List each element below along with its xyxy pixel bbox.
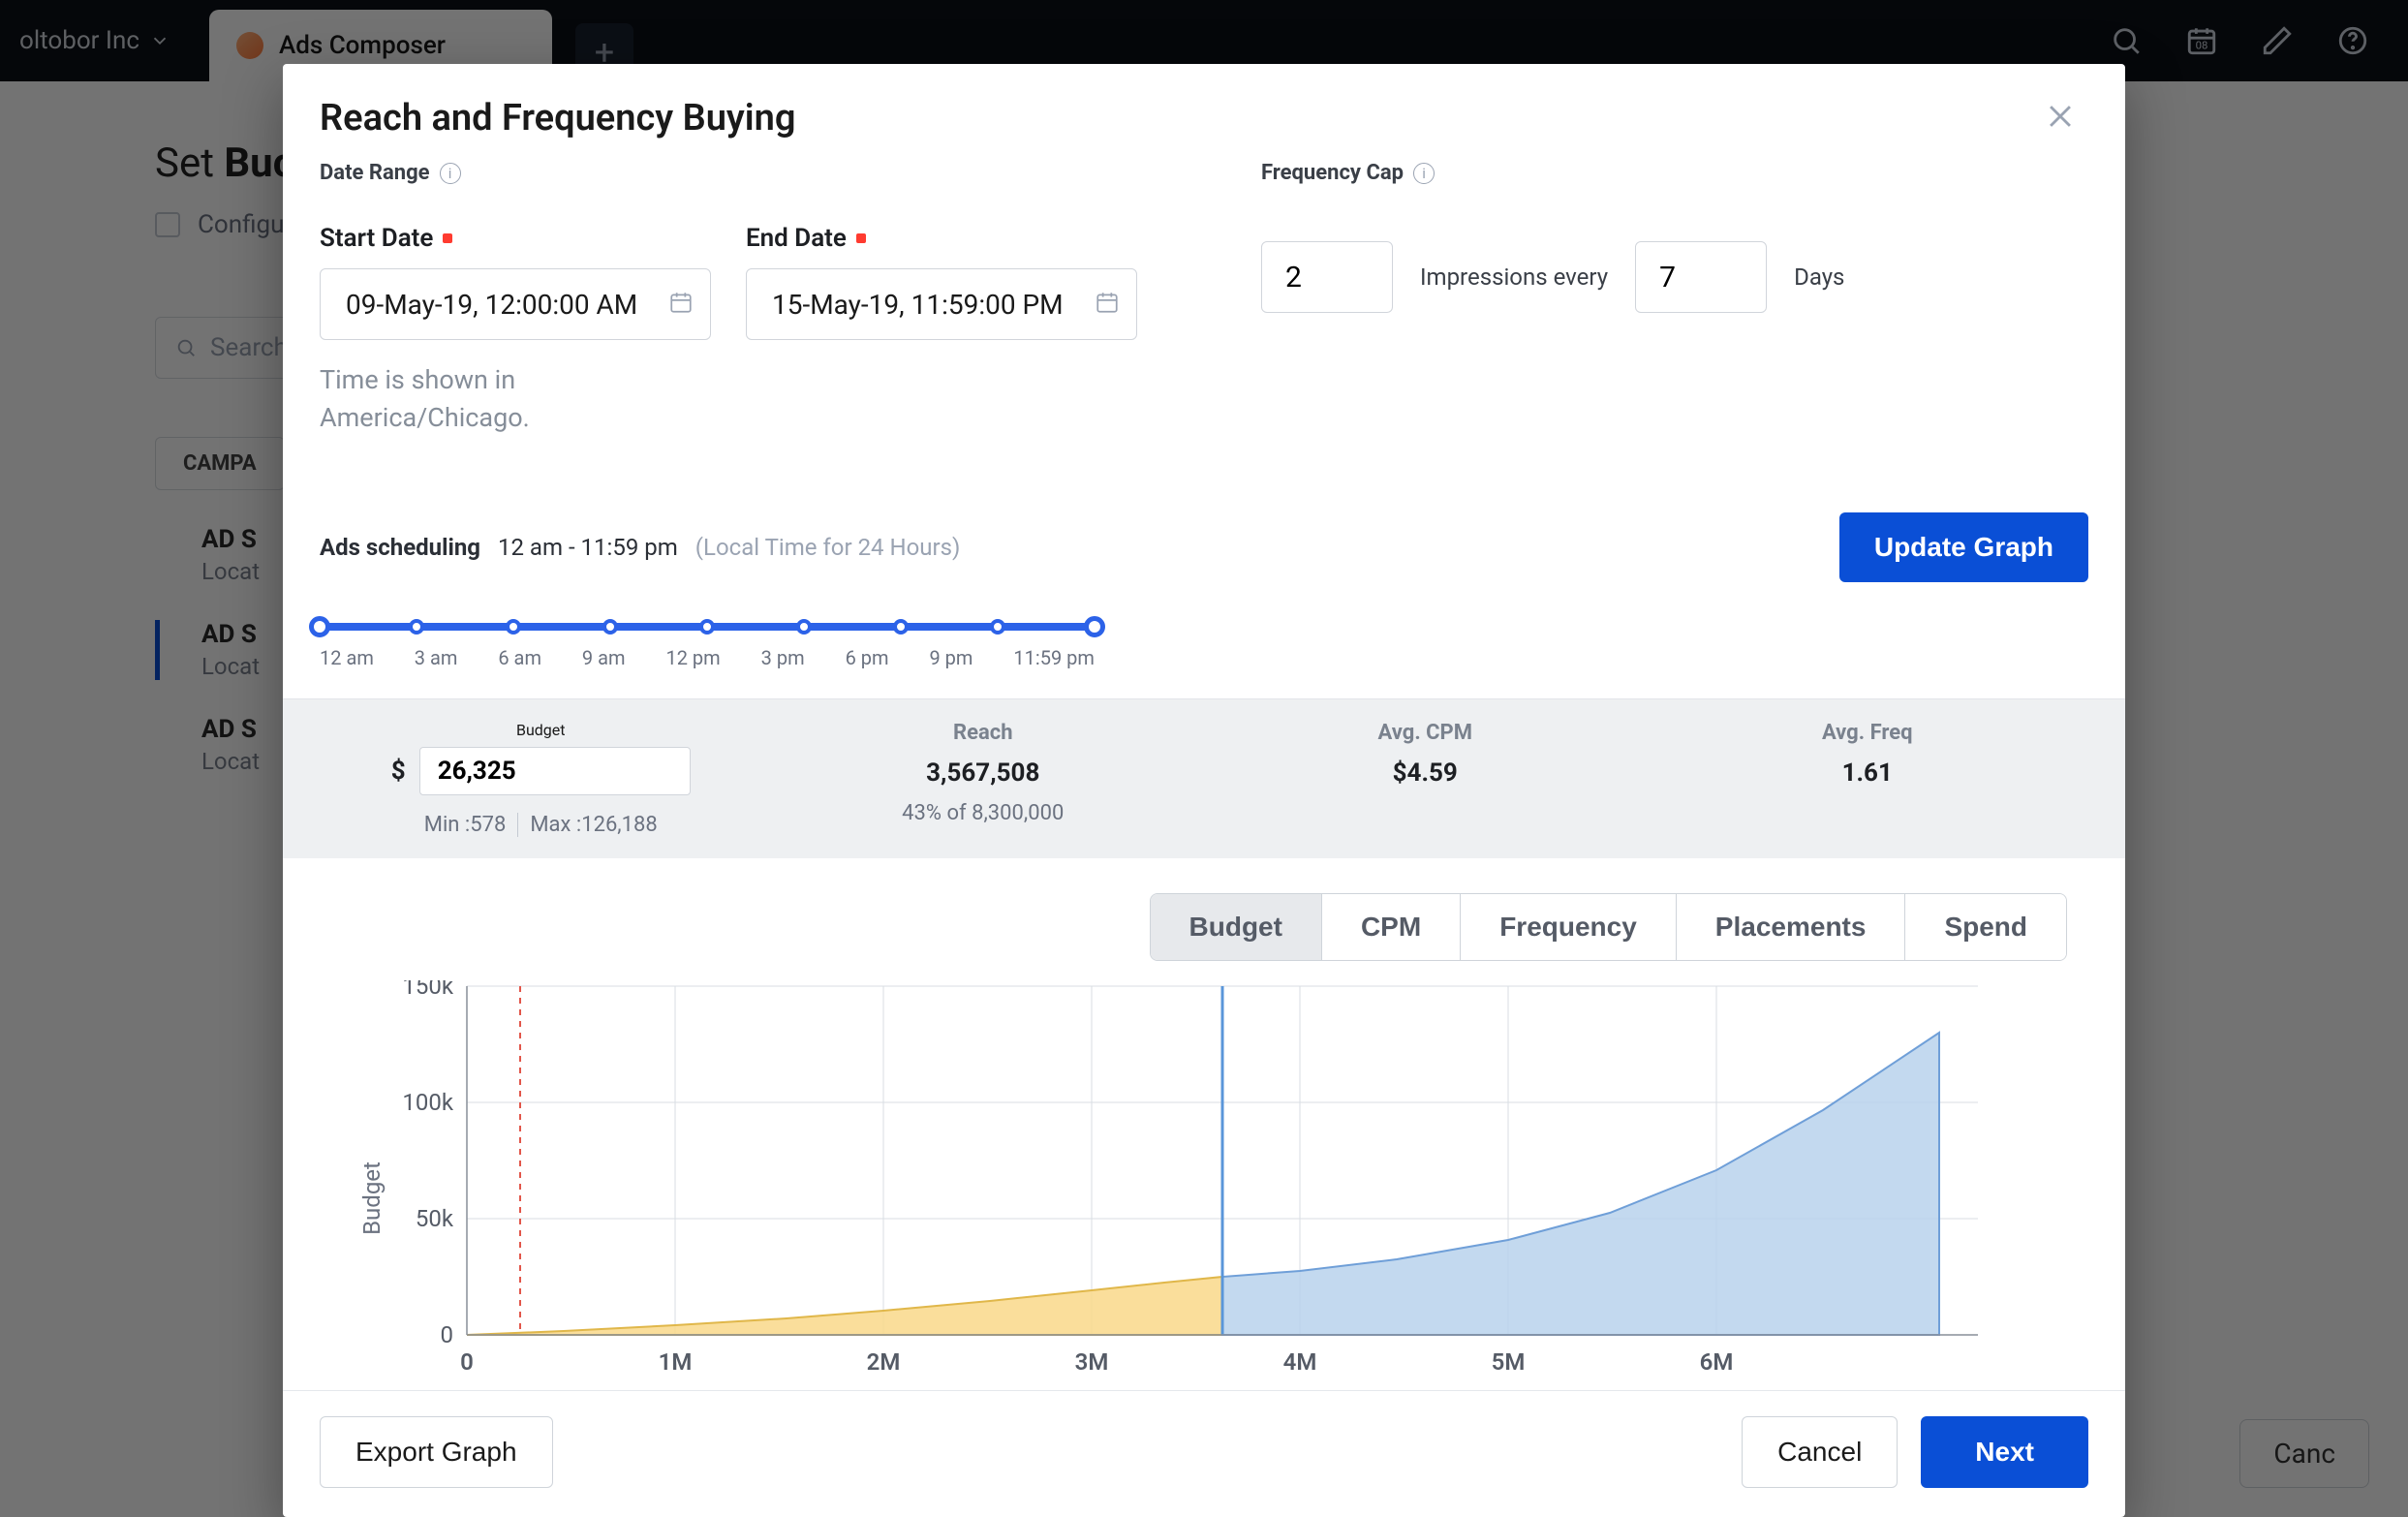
slider-tick-label: 9 pm	[929, 646, 972, 669]
export-graph-button[interactable]: Export Graph	[320, 1416, 553, 1488]
slider-tick-label: 3 am	[415, 646, 458, 669]
slider-handle[interactable]	[1084, 616, 1105, 637]
close-button[interactable]	[2044, 100, 2077, 137]
svg-text:6M: 6M	[1700, 1348, 1734, 1376]
next-button[interactable]: Next	[1921, 1416, 2088, 1488]
modal-footer: Export Graph Cancel Next	[283, 1390, 2125, 1517]
timezone-note: Time is shown in America/Chicago.	[320, 361, 668, 437]
chart-tab-cpm[interactable]: CPM	[1321, 894, 1460, 960]
budget-minmax: Min :578Max :126,188	[320, 813, 762, 837]
chart-tab-frequency[interactable]: Frequency	[1460, 894, 1676, 960]
stat-budget: Budget $ Min :578Max :126,188	[320, 721, 762, 837]
slider-tick	[796, 619, 812, 635]
info-icon[interactable]: i	[440, 163, 461, 184]
time-slider[interactable]: 12 am 3 am 6 am 9 am 12 pm 3 pm 6 pm 9 pm 11:59 …	[320, 623, 2088, 669]
svg-text:1M: 1M	[659, 1348, 693, 1376]
cancel-button[interactable]: Cancel	[1742, 1416, 1898, 1488]
chart-panel: BudgetCPMFrequencyPlacementsSpend Budget…	[283, 858, 2125, 1386]
svg-text:0: 0	[441, 1321, 454, 1348]
ads-scheduling-row: Ads scheduling 12 am - 11:59 pm (Local T…	[320, 534, 960, 561]
slider-tick	[506, 619, 521, 635]
y-axis-label: Budget	[358, 1161, 386, 1235]
start-date-input[interactable]	[320, 268, 711, 340]
frequency-cap-label: Frequency Cap i	[1261, 161, 2088, 185]
slider-tick	[893, 619, 909, 635]
chart-tabs: BudgetCPMFrequencyPlacementsSpend	[1150, 893, 2067, 961]
budget-reach-chart: 050k100k150k01M12%2M24%3M36%4M48%5M60%6M…	[399, 980, 2036, 1386]
svg-text:4M: 4M	[1283, 1348, 1317, 1376]
svg-text:2M: 2M	[867, 1348, 901, 1376]
slider-tick	[990, 619, 1005, 635]
required-indicator	[856, 233, 866, 243]
days-label: Days	[1794, 263, 1844, 291]
days-input[interactable]	[1635, 241, 1767, 313]
modal-title: Reach and Frequency Buying	[320, 97, 796, 139]
close-icon	[2044, 100, 2077, 133]
slider-tick-label: 12 am	[320, 646, 374, 669]
end-date-input[interactable]	[746, 268, 1137, 340]
calendar-icon[interactable]	[668, 290, 694, 319]
slider-tick-label: 6 pm	[846, 646, 889, 669]
stats-band: Budget $ Min :578Max :126,188 Reach 3,56…	[283, 698, 2125, 858]
reach-frequency-modal: Reach and Frequency Buying Date Range i …	[283, 64, 2125, 1517]
slider-tick-label: 3 pm	[761, 646, 805, 669]
date-range-label: Date Range i	[320, 161, 1191, 185]
impressions-label: Impressions every	[1420, 263, 1608, 291]
info-icon[interactable]: i	[1413, 163, 1435, 184]
chart-tab-placements[interactable]: Placements	[1676, 894, 1905, 960]
start-date-label: Start Date	[320, 224, 711, 253]
svg-text:5M: 5M	[1492, 1348, 1526, 1376]
update-graph-button[interactable]: Update Graph	[1839, 512, 2088, 582]
slider-handle[interactable]	[309, 616, 330, 637]
slider-tick-label: 12 pm	[665, 646, 720, 669]
currency-symbol: $	[391, 757, 406, 786]
svg-text:150k: 150k	[402, 980, 453, 1000]
stat-freq: Avg. Freq 1.61	[1647, 721, 2089, 837]
chart-tab-spend[interactable]: Spend	[1904, 894, 2066, 960]
stat-cpm: Avg. CPM $4.59	[1204, 721, 1647, 837]
required-indicator	[443, 233, 452, 243]
slider-tick	[409, 619, 424, 635]
svg-text:3M: 3M	[1075, 1348, 1109, 1376]
slider-tick-label: 9 am	[582, 646, 626, 669]
svg-text:100k: 100k	[402, 1089, 453, 1116]
slider-tick-label: 11:59 pm	[1013, 646, 1095, 669]
end-date-label: End Date	[746, 224, 1137, 253]
calendar-icon[interactable]	[1095, 290, 1120, 319]
slider-tick	[602, 619, 618, 635]
slider-tick	[699, 619, 715, 635]
svg-text:50k: 50k	[416, 1205, 454, 1232]
chart-tab-budget[interactable]: Budget	[1151, 894, 1321, 960]
impressions-input[interactable]	[1261, 241, 1393, 313]
svg-text:0: 0	[460, 1348, 474, 1376]
stat-reach: Reach 3,567,508 43% of 8,300,000	[762, 721, 1205, 837]
slider-tick-label: 6 am	[498, 646, 541, 669]
budget-input[interactable]	[419, 747, 691, 795]
